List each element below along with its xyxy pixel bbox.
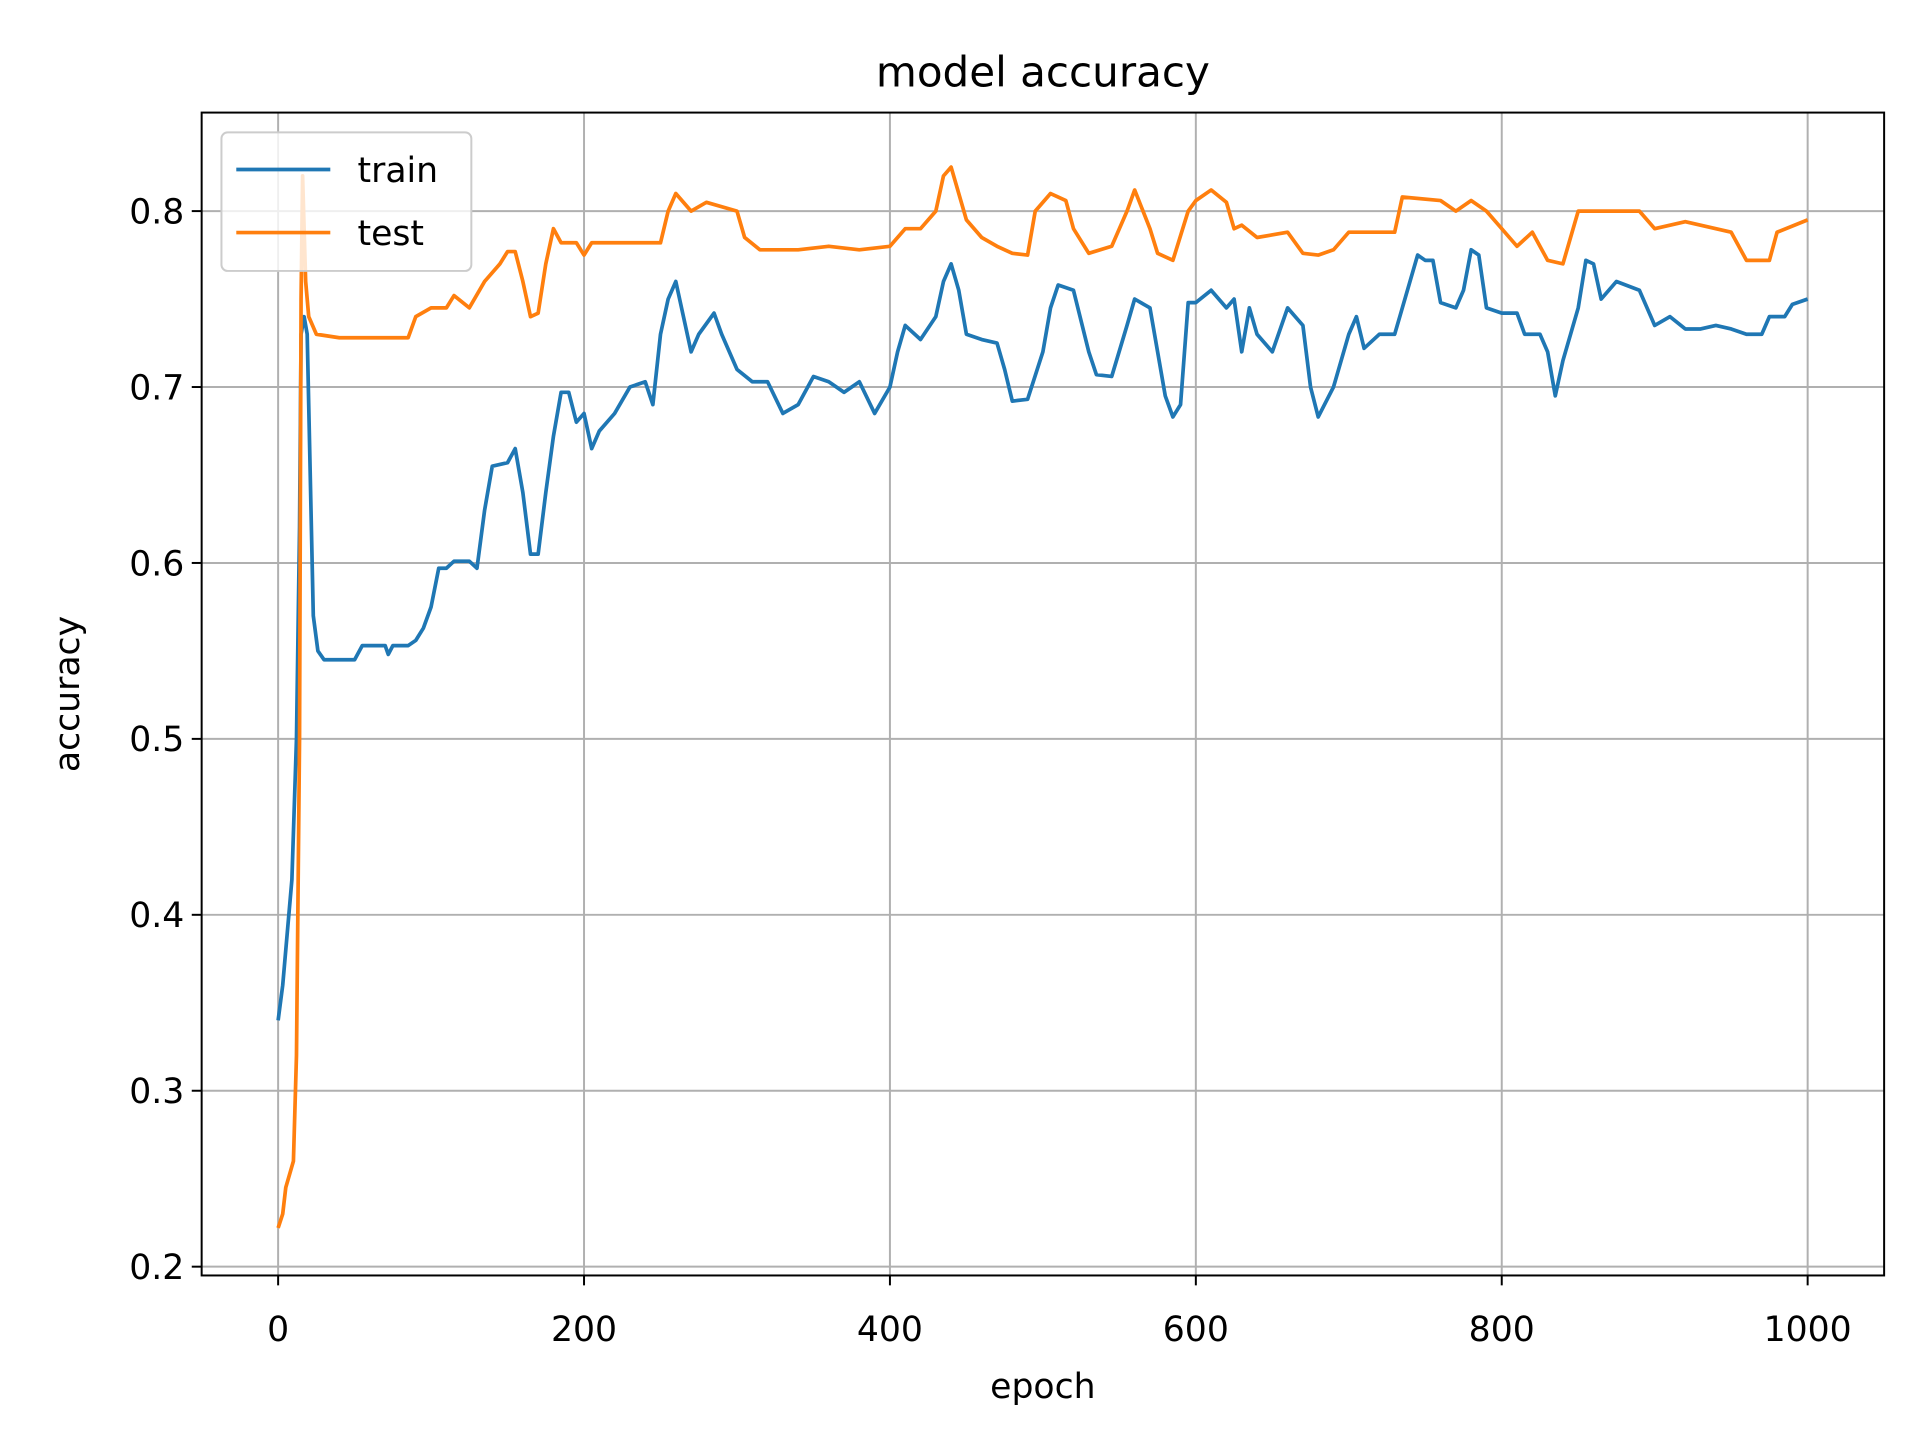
x-tick-label: 1000: [1764, 1310, 1852, 1350]
y-tick-label: 0.7: [129, 368, 184, 408]
x-tick-label: 400: [857, 1310, 923, 1350]
x-tick-label: 600: [1163, 1310, 1229, 1350]
y-tick-label: 0.3: [129, 1072, 184, 1112]
legend-label: test: [358, 214, 424, 254]
x-axis-label: epoch: [990, 1367, 1095, 1407]
y-tick-label: 0.4: [129, 896, 184, 936]
x-tick-label: 200: [551, 1310, 617, 1350]
legend-box: [220, 131, 473, 272]
y-tick-label: 0.6: [129, 544, 184, 584]
x-tick-label: 0: [267, 1310, 289, 1350]
plot-frame: [200, 111, 1886, 1277]
y-axis-label: accuracy: [48, 616, 88, 772]
legend-label: train: [358, 151, 439, 191]
y-tick-label: 0.5: [129, 720, 184, 760]
legend: train test: [220, 131, 473, 272]
x-tick-label: 800: [1469, 1310, 1535, 1350]
chart-title: model accuracy: [876, 48, 1210, 97]
y-tick-label: 0.8: [129, 192, 184, 232]
line-series: [276, 247, 1809, 1021]
line-series: [276, 165, 1809, 1229]
y-tick-label: 0.2: [129, 1248, 184, 1288]
